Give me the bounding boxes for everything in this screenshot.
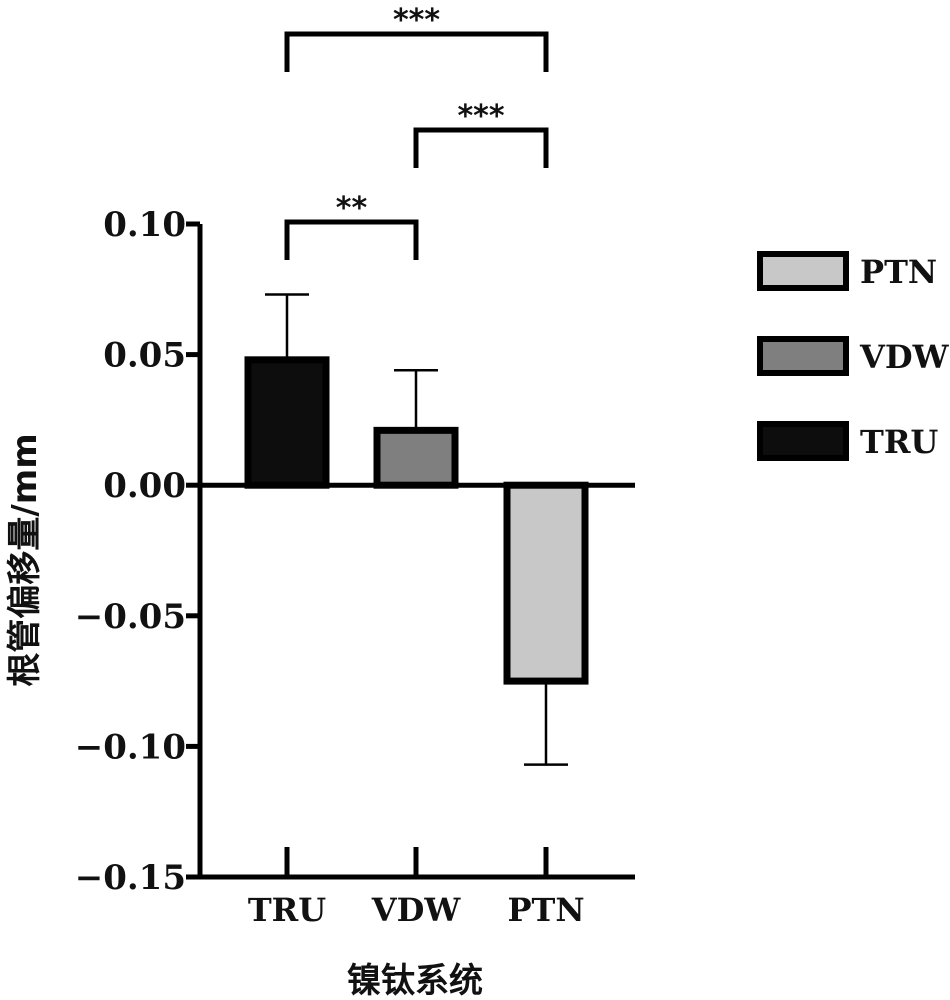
x-tick-label-vdw: VDW	[371, 891, 462, 929]
x-tick-label-tru: TRU	[248, 891, 326, 929]
significance-brackets: ********	[284, 3, 549, 260]
y-axis-title: 根管偏移量/mm	[5, 433, 45, 686]
y-tick-label: −0.15	[75, 858, 186, 898]
bar-tru	[244, 356, 330, 489]
plot-area	[197, 224, 635, 877]
legend-label-ptn: PTN	[860, 253, 937, 291]
legend: PTN VDW TRU	[757, 251, 950, 461]
y-tick-label: 0.00	[103, 466, 186, 506]
significance-bracket	[413, 127, 549, 168]
legend-label-vdw: VDW	[859, 338, 950, 376]
significance-bracket	[284, 31, 549, 72]
legend-label-tru: TRU	[860, 423, 938, 461]
x-axis-title: 镍钛系统	[347, 961, 483, 1000]
y-tick-label: 0.10	[103, 205, 186, 245]
significance-bracket	[284, 219, 419, 260]
bar-vdw	[373, 426, 459, 489]
legend-swatch-ptn	[757, 251, 849, 291]
x-axis-ticks: TRU VDW PTN	[200, 847, 635, 929]
y-axis-ticks: 0.10 0.05 0.00 −0.05 −0.10 −0.15	[75, 205, 200, 898]
significance-label: **	[336, 191, 368, 226]
x-tick-label-ptn: PTN	[507, 891, 584, 929]
y-tick-label: 0.05	[103, 336, 186, 376]
bar-ptn	[503, 481, 589, 685]
significance-label: ***	[393, 3, 440, 38]
y-tick-label: −0.05	[75, 597, 186, 637]
legend-swatch-tru	[757, 421, 849, 461]
y-tick-label: −0.10	[75, 727, 186, 767]
significance-label: ***	[457, 99, 504, 134]
legend-swatch-vdw	[757, 336, 849, 376]
